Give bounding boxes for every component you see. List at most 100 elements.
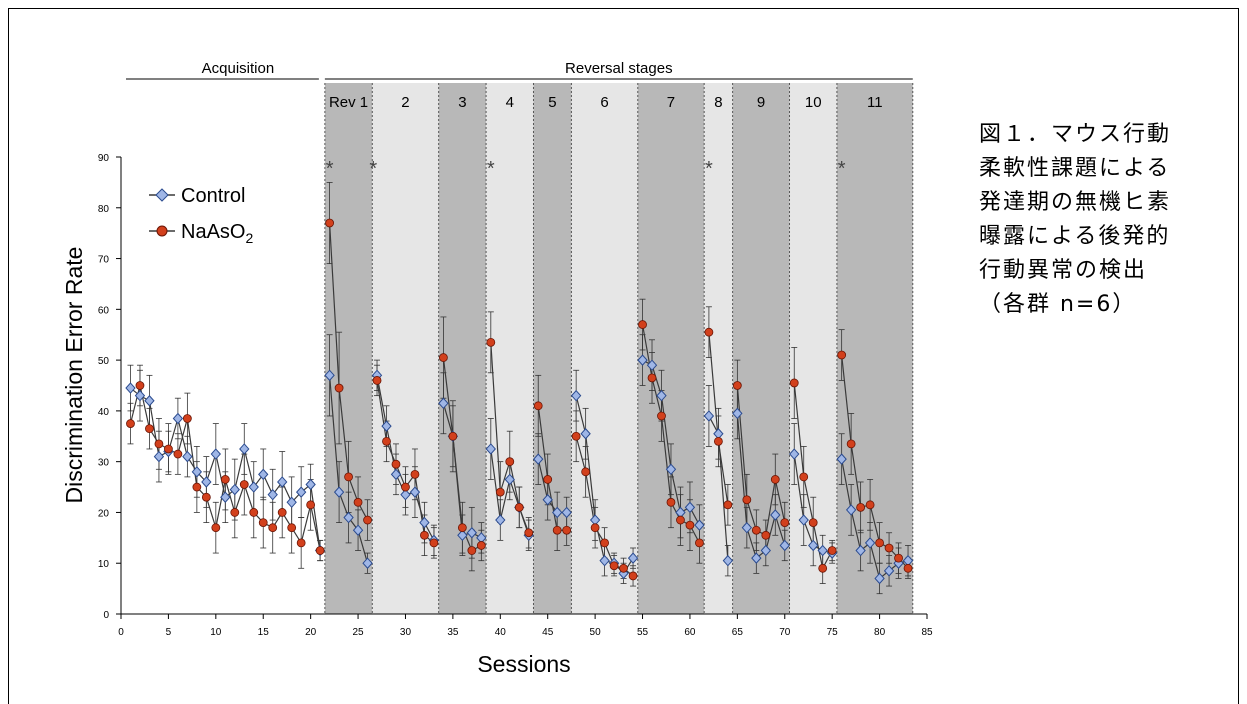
- series-line: [736, 385, 786, 537]
- naaso2-point: [600, 538, 609, 548]
- stage-label: 6: [600, 94, 608, 111]
- x-tick-label: 45: [542, 627, 554, 638]
- control-point: [656, 389, 667, 402]
- control-point: [779, 539, 790, 552]
- naaso2-point: [695, 538, 704, 548]
- control-point: [732, 407, 743, 420]
- control-point: [855, 544, 866, 557]
- naaso2-point: [363, 515, 372, 525]
- legend-diamond-icon: [155, 188, 169, 202]
- naaso2-point: [306, 500, 316, 510]
- control-point: [883, 565, 895, 577]
- axes: 0 10 20 30 40 50 60 70 80 90 0 5 10 15 20 25 30 35 40 45 50 5…: [98, 153, 933, 638]
- significance-asterisk: *: [326, 158, 334, 180]
- naaso2-point: [296, 538, 306, 548]
- control-point: [789, 448, 800, 460]
- naaso2-point: [571, 431, 581, 441]
- naaso2-point: [590, 523, 600, 533]
- control-point: [798, 514, 809, 526]
- naaso2-point: [182, 414, 192, 423]
- control-point: [153, 450, 165, 463]
- naaso2-point: [514, 502, 524, 512]
- x-tick-label: 40: [495, 627, 507, 638]
- naaso2-point: [154, 439, 164, 449]
- control-point: [770, 509, 781, 521]
- control-point: [182, 450, 193, 463]
- control-point: [599, 554, 610, 567]
- x-tick-label: 20: [305, 627, 317, 638]
- naaso2-point: [742, 495, 752, 505]
- x-tick-label: 60: [684, 627, 696, 638]
- control-point: [352, 524, 364, 536]
- naaso2-point: [145, 424, 154, 434]
- control-point: [343, 511, 354, 524]
- control-point: [760, 544, 771, 557]
- naaso2-point: [277, 508, 287, 517]
- naaso2-point: [372, 376, 382, 385]
- control-point: [457, 529, 468, 542]
- control-point: [258, 468, 269, 481]
- naaso2-point: [391, 459, 401, 469]
- naaso2-point: [410, 469, 420, 479]
- naaso2-point: [268, 523, 278, 533]
- naaso2-point: [249, 508, 259, 517]
- stage-label: 2: [401, 94, 409, 111]
- control-point: [201, 476, 212, 488]
- control-point: [390, 468, 402, 481]
- control-point: [248, 481, 259, 493]
- control-point: [229, 483, 240, 496]
- stage-label: 9: [757, 94, 765, 111]
- control-point: [239, 443, 250, 455]
- control-point: [267, 488, 278, 501]
- control-point: [741, 521, 753, 534]
- naaso2-point: [685, 520, 695, 530]
- naaso2-point: [135, 381, 145, 390]
- figure-caption: 図１．マウス行動柔軟性課題による発達期の無機ヒ素曝露による後発的行動異常の検出（…: [979, 122, 1172, 317]
- y-tick-label: 70: [98, 255, 110, 266]
- control-point: [637, 354, 648, 366]
- naaso2-point: [799, 472, 809, 482]
- naaso2-point: [723, 500, 733, 510]
- naaso2-point: [837, 350, 847, 360]
- naaso2-point: [789, 378, 799, 388]
- legend-circle-icon: [156, 225, 168, 237]
- naaso2-point: [211, 523, 221, 533]
- naaso2-point: [239, 480, 249, 489]
- control-point: [627, 552, 639, 564]
- figure-frame: [8, 8, 1239, 704]
- control-point: [552, 506, 563, 519]
- control-point: [722, 554, 734, 567]
- x-tick-label: 80: [874, 627, 886, 638]
- stage-bands: [324, 83, 914, 614]
- stage-label: 4: [506, 94, 514, 111]
- control-point: [504, 473, 515, 486]
- stage-band: [571, 83, 638, 614]
- control-point: [381, 420, 392, 432]
- significance-marks: * * * * *: [326, 158, 846, 180]
- naaso2-point: [903, 563, 913, 573]
- control-point: [570, 389, 582, 402]
- naaso2-point: [704, 327, 714, 337]
- control-point: [144, 394, 155, 407]
- control-point: [646, 359, 658, 371]
- naaso2-point: [325, 218, 335, 228]
- naaso2-point: [808, 518, 818, 527]
- control-point: [580, 427, 591, 440]
- significance-asterisk: *: [369, 158, 377, 180]
- naaso2-point: [657, 411, 666, 421]
- control-point: [836, 453, 847, 465]
- acquisition-label: Acquisition: [202, 60, 275, 77]
- naaso2-point: [192, 482, 202, 492]
- naaso2-point: [258, 518, 268, 527]
- naaso2-point: [429, 538, 439, 548]
- naaso2-point: [780, 518, 790, 527]
- stage-label: 8: [714, 94, 722, 111]
- control-point: [817, 544, 828, 557]
- naaso2-point: [543, 475, 553, 484]
- significance-asterisk: *: [838, 158, 846, 180]
- naaso2-point: [401, 482, 410, 492]
- control-point: [864, 537, 876, 549]
- naaso2-point: [334, 383, 344, 393]
- naaso2-point: [827, 546, 837, 555]
